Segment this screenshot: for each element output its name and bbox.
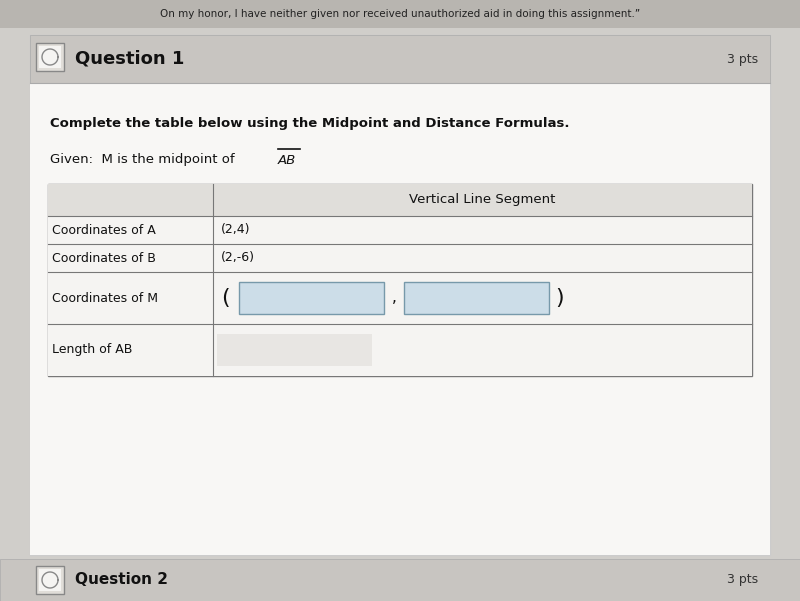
- Bar: [48, 324, 752, 376]
- Text: 3 pts: 3 pts: [727, 573, 758, 587]
- Text: Coordinates of B: Coordinates of B: [52, 251, 156, 264]
- Bar: [36, 43, 64, 71]
- Text: Coordinates of A: Coordinates of A: [52, 224, 156, 237]
- Bar: [0, 0, 800, 28]
- Text: Length of AB: Length of AB: [52, 344, 132, 356]
- Bar: [30, 35, 770, 83]
- Bar: [0, 560, 800, 601]
- Bar: [48, 244, 752, 272]
- Text: ,: ,: [392, 290, 397, 305]
- Text: On my honor, I have neither given nor received unauthorized aid in doing this as: On my honor, I have neither given nor re…: [160, 9, 640, 19]
- Bar: [404, 282, 549, 314]
- Bar: [48, 272, 752, 324]
- Text: ): ): [555, 288, 564, 308]
- Text: Vertical Line Segment: Vertical Line Segment: [410, 194, 556, 207]
- Bar: [217, 334, 372, 366]
- Bar: [48, 216, 752, 244]
- Bar: [30, 84, 770, 555]
- Bar: [39, 46, 61, 68]
- Bar: [48, 184, 752, 376]
- Text: Complete the table below using the Midpoint and Distance Formulas.: Complete the table below using the Midpo…: [50, 118, 570, 130]
- Bar: [39, 569, 61, 591]
- Bar: [0, 559, 800, 601]
- Text: (2,4): (2,4): [221, 224, 250, 237]
- Text: Given:  M is the midpoint of: Given: M is the midpoint of: [50, 153, 239, 166]
- Bar: [239, 282, 384, 314]
- Text: Question 1: Question 1: [75, 50, 184, 68]
- Text: Coordinates of M: Coordinates of M: [52, 291, 158, 305]
- Bar: [30, 35, 770, 555]
- Text: Question 2: Question 2: [75, 573, 168, 588]
- Text: (: (: [221, 288, 230, 308]
- Bar: [36, 566, 64, 594]
- Text: AB: AB: [278, 153, 296, 166]
- Bar: [48, 184, 752, 216]
- Text: 3 pts: 3 pts: [727, 52, 758, 66]
- Text: (2,-6): (2,-6): [221, 251, 255, 264]
